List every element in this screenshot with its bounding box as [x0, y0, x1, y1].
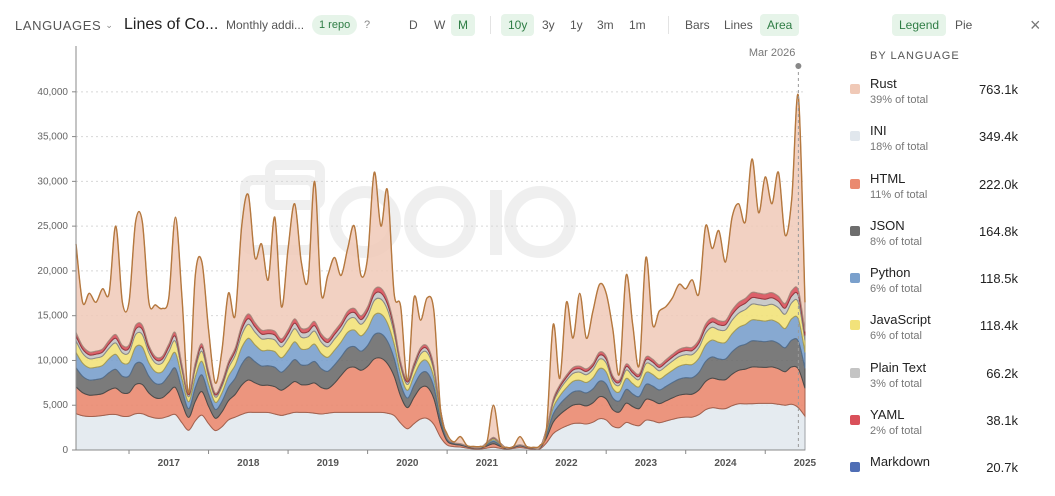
legend-swatch — [850, 273, 860, 284]
area-series-group — [75, 93, 806, 451]
legend-swatch — [850, 367, 860, 378]
section-dropdown[interactable]: LANGUAGES ⌄ — [15, 10, 113, 40]
chart-type-area-button[interactable]: Area — [760, 14, 800, 36]
axes: 0 5,000 10,000 15,000 20,000 25,000 30,000 35,0… — [37, 46, 817, 469]
legend-value: 118.4k — [979, 318, 1018, 334]
repo-count-badge[interactable]: 1 repo — [312, 15, 358, 35]
legend-name: JSON — [870, 217, 905, 233]
legend-percent: 11% of total — [870, 188, 928, 201]
legend-value: 164.8k — [978, 223, 1018, 239]
x-tick-label: 2023 — [635, 458, 658, 469]
legend-item-ini[interactable]: INI 18% of total 349.4k — [838, 123, 1038, 170]
chart-type-lines-button[interactable]: Lines — [724, 18, 753, 32]
legend-percent: 2% of total — [870, 425, 922, 438]
legend-swatch — [850, 225, 860, 236]
chevron-down-icon: ⌄ — [105, 19, 114, 30]
legend-percent: 8% of total — [870, 235, 922, 248]
total-outline — [75, 93, 806, 449]
hover-date-label: Mar 2026 — [749, 47, 795, 59]
legend-heading: BY LANGUAGE — [870, 50, 960, 62]
x-tick-label: 2022 — [555, 458, 578, 469]
legend-item-plain-text[interactable]: Plain Text 3% of total 66.2k — [838, 360, 1038, 407]
range-1m-button[interactable]: 1m — [629, 18, 646, 32]
legend-item-json[interactable]: JSON 8% of total 164.8k — [838, 218, 1038, 265]
legend-name: Python — [870, 265, 911, 281]
y-tick-label: 25,000 — [37, 221, 68, 232]
stacked-area-chart[interactable]: 0 5,000 10,000 15,000 20,000 25,000 30,000 35,0… — [0, 40, 820, 496]
divider — [490, 16, 491, 34]
y-tick-label: 15,000 — [37, 311, 68, 322]
legend-swatch — [850, 415, 860, 426]
range-10y-button[interactable]: 10y — [501, 14, 535, 36]
x-tick-label: 2025 — [794, 458, 817, 469]
hover-marker: Mar 2026 — [749, 47, 802, 450]
page-title: Lines of Co... — [124, 16, 219, 33]
legend-panel: BY LANGUAGE Rust 39% of total 763.1k INI 18%… — [838, 50, 1038, 496]
x-tick-label: 2018 — [237, 458, 260, 469]
legend-name: YAML — [870, 407, 905, 423]
legend-name: Markdown — [870, 454, 930, 470]
legend-name: INI — [870, 123, 887, 139]
legend-value: 38.1k — [986, 413, 1018, 429]
x-tick-label: 2020 — [396, 458, 419, 469]
y-tick-label: 35,000 — [37, 132, 68, 143]
legend-value: 118.5k — [979, 271, 1018, 287]
section-label: LANGUAGES — [15, 17, 102, 33]
legend-percent: 18% of total — [870, 141, 929, 154]
toolbar: LANGUAGES ⌄ Lines of Co... Monthly addi.… — [0, 10, 1055, 40]
granularity-month-button[interactable]: M — [451, 14, 475, 36]
view-pie-button[interactable]: Pie — [955, 18, 973, 32]
y-tick-label: 40,000 — [37, 87, 68, 98]
legend-swatch — [850, 84, 860, 94]
y-tick-label: 30,000 — [37, 176, 68, 187]
y-tick-label: 5,000 — [43, 400, 68, 411]
view-legend-button[interactable]: Legend — [892, 14, 947, 36]
help-icon[interactable]: ? — [364, 19, 371, 31]
range-3m-button[interactable]: 3m — [597, 18, 614, 32]
legend-name: JavaScript — [870, 312, 931, 328]
legend-item-markdown[interactable]: Markdown 20.7k — [838, 454, 1038, 496]
legend-value: 349.4k — [978, 129, 1018, 145]
legend-swatch — [850, 131, 860, 142]
legend-name: Rust — [870, 76, 897, 91]
x-tick-label: 2019 — [317, 458, 340, 469]
legend-value: 66.2k — [986, 365, 1018, 381]
legend-item-python[interactable]: Python 6% of total 118.5k — [838, 265, 1038, 312]
granularity-week-button[interactable]: W — [434, 18, 446, 32]
legend-item-html[interactable]: HTML 11% of total 222.0k — [838, 171, 1038, 218]
legend-name: Plain Text — [870, 359, 927, 375]
y-tick-label: 0 — [62, 445, 68, 456]
legend-item-javascript[interactable]: JavaScript 6% of total 118.4k — [838, 312, 1038, 359]
divider — [668, 16, 669, 34]
legend-value: 20.7k — [986, 460, 1018, 476]
legend-swatch — [850, 462, 860, 473]
x-tick-label: 2024 — [714, 458, 737, 469]
legend-value: 763.1k — [978, 82, 1018, 97]
close-icon[interactable]: × — [1030, 14, 1041, 35]
legend-percent: 6% of total — [870, 330, 922, 343]
y-tick-label: 20,000 — [37, 266, 68, 277]
legend-list: Rust 39% of total 763.1k INI 18% of total 349… — [838, 76, 1038, 496]
legend-swatch — [850, 320, 860, 331]
legend-percent: 39% of total — [870, 94, 929, 106]
chart-type-bars-button[interactable]: Bars — [685, 18, 710, 32]
legend-value: 222.0k — [978, 176, 1018, 192]
metric-select[interactable]: Monthly addi... — [226, 18, 305, 32]
legend-percent: 3% of total — [870, 377, 922, 390]
legend-swatch — [850, 178, 860, 189]
legend-item-yaml[interactable]: YAML 2% of total 38.1k — [838, 407, 1038, 454]
range-3y-button[interactable]: 3y — [542, 18, 555, 32]
legend-percent: 6% of total — [870, 283, 922, 296]
range-1y-button[interactable]: 1y — [570, 18, 583, 32]
x-tick-label: 2021 — [476, 458, 499, 469]
y-tick-label: 10,000 — [37, 355, 68, 366]
granularity-day-button[interactable]: D — [409, 18, 418, 32]
x-tick-label: 2017 — [158, 458, 181, 469]
legend-name: HTML — [870, 170, 906, 186]
legend-item-rust[interactable]: Rust 39% of total 763.1k — [838, 76, 1038, 123]
